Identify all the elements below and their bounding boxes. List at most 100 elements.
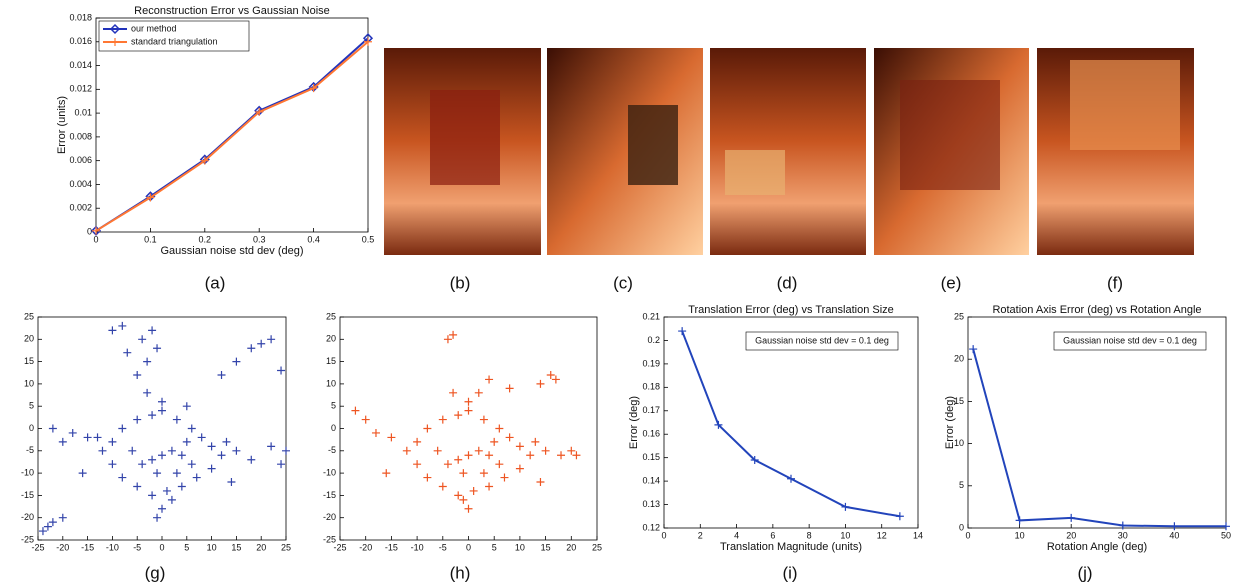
marker	[464, 451, 473, 460]
y-tick-label: 0	[29, 423, 34, 433]
x-tick-label: -25	[333, 542, 346, 552]
y-tick-label: 20	[326, 334, 336, 344]
marker	[413, 437, 422, 446]
marker	[257, 339, 266, 348]
annotation-text: Gaussian noise std dev = 0.1 deg	[1063, 335, 1197, 345]
x-tick-label: 15	[231, 542, 241, 552]
marker	[371, 428, 380, 437]
x-tick-label: 5	[492, 542, 497, 552]
marker	[364, 37, 372, 46]
y-tick-label: 10	[954, 438, 964, 448]
y-tick-label: -25	[323, 534, 336, 544]
marker	[714, 420, 723, 429]
marker	[38, 527, 47, 536]
marker	[172, 415, 181, 424]
marker	[500, 473, 509, 482]
y-tick-label: 0.18	[642, 382, 660, 392]
marker	[515, 442, 524, 451]
marker	[536, 379, 545, 388]
marker	[841, 502, 850, 511]
annotation: Gaussian noise std dev = 0.1 deg	[745, 331, 899, 351]
series-line	[95, 41, 369, 232]
series-line	[972, 348, 1226, 528]
x-tick-label: 0.1	[144, 234, 157, 244]
annotation: Gaussian noise std dev = 0.1 deg	[1053, 331, 1207, 351]
chart-title: Rotation Axis Error (deg) vs Rotation An…	[992, 304, 1201, 316]
caption: (h)	[450, 563, 471, 582]
caption: (g)	[145, 563, 166, 582]
x-tick-label: 20	[256, 542, 266, 552]
marker	[148, 326, 157, 335]
marker	[227, 478, 236, 487]
marker	[536, 478, 545, 487]
y-tick-label: 15	[326, 356, 336, 366]
y-tick-label: -25	[21, 534, 34, 544]
x-tick-label: 10	[1015, 530, 1025, 540]
y-tick-label: 0.15	[642, 452, 660, 462]
marker	[1015, 516, 1024, 525]
plot-area	[95, 17, 369, 233]
marker	[309, 84, 318, 93]
y-tick-label: 0.002	[69, 203, 92, 213]
marker	[128, 446, 137, 455]
y-tick-label: 0	[959, 522, 964, 532]
chart: -25 -20 -15 -10 -5 0 5 10 15 20 25 -25 -20 -15 -10 -5 0 5…	[21, 311, 291, 582]
y-tick-label: 10	[24, 378, 34, 388]
marker	[526, 451, 535, 460]
marker	[48, 518, 57, 527]
marker	[505, 384, 514, 393]
caption: (c)	[613, 273, 633, 292]
marker	[572, 451, 581, 460]
x-tick-label: 0.5	[362, 234, 375, 244]
y-tick-label: 0	[331, 423, 336, 433]
y-tick-label: 0.016	[69, 36, 92, 46]
marker	[167, 446, 176, 455]
photo-detail	[900, 80, 1000, 190]
plot-area	[37, 316, 287, 541]
y-tick-label: 0.12	[642, 522, 660, 532]
marker	[177, 482, 186, 491]
marker	[474, 388, 483, 397]
marker	[479, 469, 488, 478]
marker	[787, 474, 795, 483]
marker	[387, 433, 396, 442]
marker	[207, 464, 216, 473]
marker	[158, 504, 166, 513]
series-line	[681, 330, 901, 518]
x-tick-label: 15	[541, 542, 551, 552]
marker	[133, 415, 142, 424]
marker	[162, 486, 171, 495]
marker	[118, 424, 127, 433]
y-tick-label: 5	[331, 401, 336, 411]
marker	[138, 460, 147, 469]
marker	[1067, 513, 1076, 522]
marker	[485, 451, 494, 460]
y-tick-label: -20	[323, 512, 336, 522]
marker	[217, 451, 226, 460]
x-tick-label: 0	[159, 542, 164, 552]
marker	[454, 491, 463, 500]
marker	[93, 433, 102, 442]
marker	[969, 345, 978, 354]
y-tick-label: 0.012	[69, 84, 92, 94]
x-tick-label: -15	[385, 542, 398, 552]
marker	[464, 406, 473, 415]
marker	[68, 428, 77, 437]
marker	[443, 335, 452, 344]
x-tick-label: 50	[1221, 530, 1231, 540]
marker	[200, 156, 209, 165]
x-tick-label: 20	[1066, 530, 1076, 540]
marker	[43, 522, 52, 531]
marker	[118, 473, 127, 482]
marker	[153, 469, 162, 478]
x-axis-label: Translation Magnitude (units)	[720, 541, 862, 553]
marker	[495, 460, 504, 469]
marker	[133, 370, 142, 379]
x-tick-label: 0.4	[307, 234, 320, 244]
marker	[1118, 521, 1127, 530]
marker	[267, 335, 276, 344]
marker	[182, 437, 191, 446]
marker	[207, 442, 216, 451]
marker	[158, 397, 166, 406]
chart: -25 -20 -15 -10 -5 0 5 10 15 20 25 -25 -20 -15 -10 -5 0 5…	[323, 311, 602, 582]
